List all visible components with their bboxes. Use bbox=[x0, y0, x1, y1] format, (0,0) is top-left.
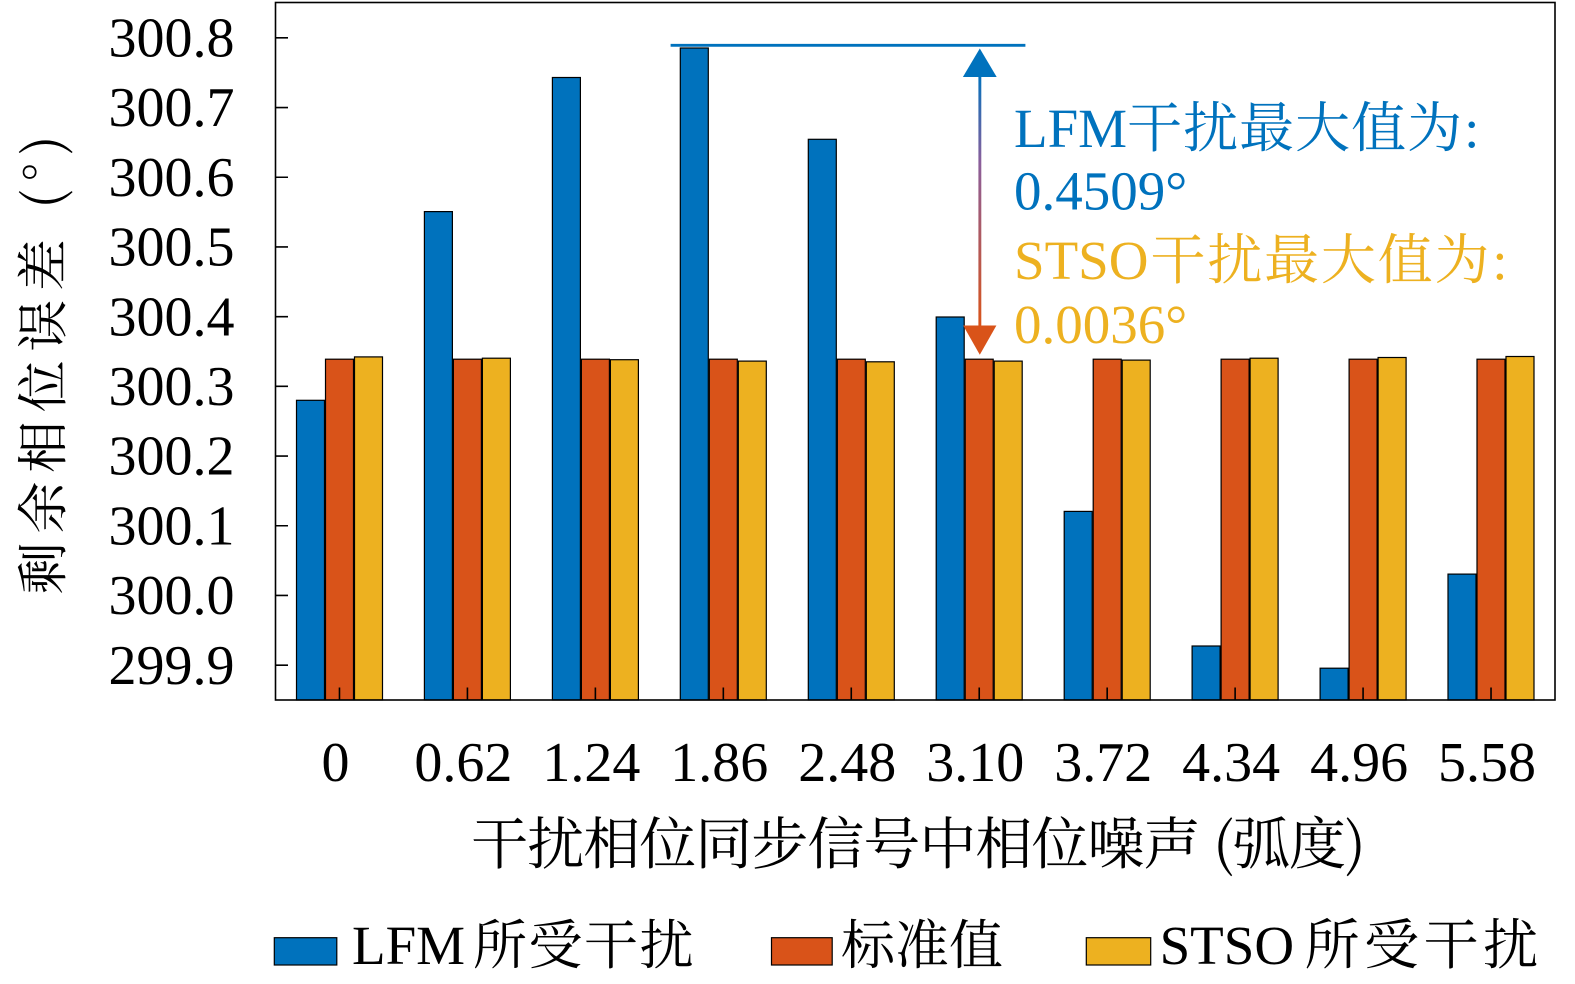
svg-text::: : bbox=[1464, 98, 1479, 159]
svg-text:3.10: 3.10 bbox=[926, 732, 1024, 794]
svg-text:300.8: 300.8 bbox=[109, 8, 235, 70]
svg-text:3.72: 3.72 bbox=[1054, 732, 1152, 794]
svg-text:300.6: 300.6 bbox=[109, 147, 235, 209]
svg-text::: : bbox=[1492, 230, 1507, 291]
svg-text:STSO: STSO bbox=[1160, 915, 1295, 976]
svg-text:300.5: 300.5 bbox=[109, 217, 235, 279]
svg-text:0: 0 bbox=[322, 732, 350, 794]
svg-text:STSO: STSO bbox=[1014, 230, 1149, 291]
svg-text:300.3: 300.3 bbox=[109, 356, 235, 418]
svg-text:4.96: 4.96 bbox=[1310, 732, 1408, 794]
svg-text:299.9: 299.9 bbox=[109, 635, 235, 697]
svg-text:LFM: LFM bbox=[352, 915, 465, 976]
svg-text:300.1: 300.1 bbox=[109, 495, 235, 557]
svg-text:300.4: 300.4 bbox=[109, 286, 235, 348]
svg-text:300.0: 300.0 bbox=[109, 565, 235, 627]
svg-text:0.62: 0.62 bbox=[414, 732, 512, 794]
svg-text:2.48: 2.48 bbox=[798, 732, 896, 794]
svg-text:300.7: 300.7 bbox=[109, 77, 235, 139]
svg-text:300.2: 300.2 bbox=[109, 426, 235, 488]
svg-text:0.0036°: 0.0036° bbox=[1014, 294, 1187, 355]
svg-text:5.58: 5.58 bbox=[1438, 732, 1536, 794]
svg-text:4.34: 4.34 bbox=[1182, 732, 1280, 794]
svg-text:LFM: LFM bbox=[1014, 98, 1127, 159]
svg-text:1.86: 1.86 bbox=[670, 732, 768, 794]
svg-text:0.4509°: 0.4509° bbox=[1014, 160, 1187, 221]
svg-text:1.24: 1.24 bbox=[542, 732, 640, 794]
